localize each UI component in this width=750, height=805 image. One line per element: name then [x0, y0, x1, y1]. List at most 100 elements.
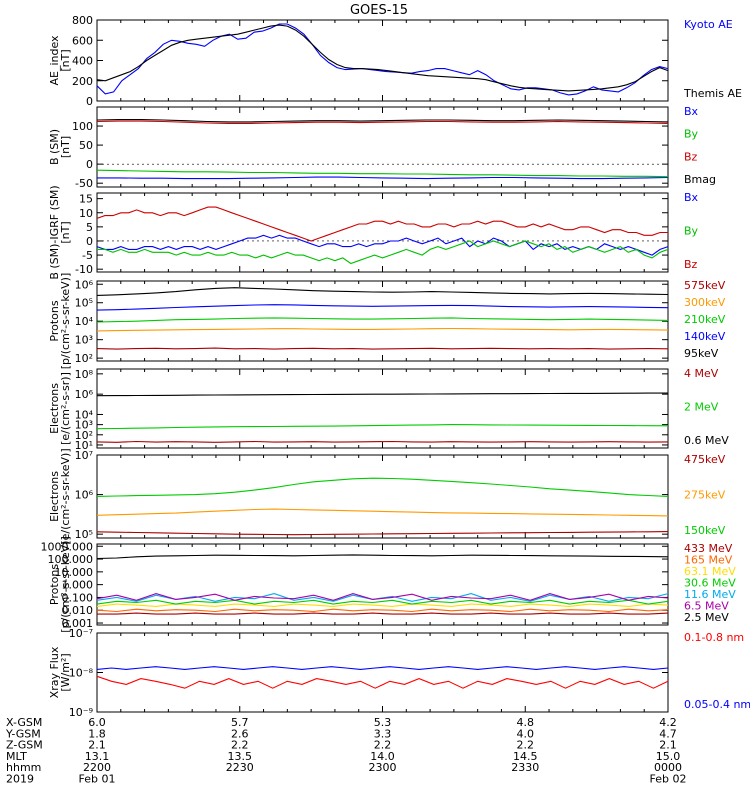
y-tick-label: 10⁻⁷ — [69, 627, 93, 640]
x-tick-label: 4.2 — [659, 716, 677, 729]
chart-title: GOES-15 — [350, 3, 408, 18]
series-line-95kev — [96, 287, 669, 296]
legend-item: 0.6 MeV — [684, 434, 729, 447]
y-axis-label-line: [nT] — [59, 49, 72, 71]
x-tick-label: 2.6 — [231, 727, 249, 740]
series-line-475kev — [96, 531, 669, 536]
series-line-0-6-mev — [96, 392, 668, 397]
panel-frame — [96, 632, 669, 713]
y-axis-label-line: Electrons — [48, 471, 61, 522]
y-tick-label: 400 — [72, 55, 93, 68]
legend-item: By — [684, 128, 699, 141]
x-tick-label: 6.0 — [88, 716, 106, 729]
x-tick-label: Feb 02 — [650, 773, 687, 786]
y-tick-label: 0.010 — [62, 604, 94, 617]
panel-7: 0.0010.0100.1001.00010.000100.0001000.00… — [41, 536, 737, 633]
series-line-6-5-mev — [96, 593, 669, 601]
x-tick-label: 4.8 — [517, 716, 535, 729]
series-line-2-mev — [96, 424, 669, 430]
legend-item: 2.5 MeV — [684, 611, 729, 624]
y-tick-label: 10⁵ — [75, 297, 93, 310]
series-line-4-mev — [96, 440, 669, 443]
y-tick-label: -5 — [82, 249, 93, 262]
x-tick-label: 2.2 — [374, 739, 392, 752]
x-tick-label: 1.8 — [88, 727, 106, 740]
legend-item: 6.5 MeV — [684, 600, 729, 613]
y-tick-label: 0.100 — [62, 591, 94, 604]
series-line-433-mev — [97, 612, 669, 615]
legend-item: 140keV — [684, 330, 726, 343]
x-tick-label: 2.2 — [517, 739, 535, 752]
x-axis-row-label: X-GSM — [6, 716, 42, 729]
y-axis-label-line: [nT] — [59, 221, 72, 243]
y-tick-label: 1.000 — [62, 579, 94, 592]
legend-item: 0.05-0.4 nm — [684, 698, 750, 711]
legend-item: Bx — [684, 191, 699, 204]
y-tick-label: 0.001 — [62, 617, 94, 630]
y-tick-label: 600 — [72, 34, 93, 47]
y-axis-label-line: [nT] — [59, 136, 72, 158]
x-tick-label: Feb 01 — [79, 773, 116, 786]
y-tick-label: 0 — [86, 95, 93, 108]
y-axis-label-line: Protons — [48, 300, 61, 341]
y-axis-label-line: [p/(cm²-s-sr-keV)] — [59, 536, 72, 633]
y-tick-label: 10⁶ — [75, 489, 94, 502]
y-tick-label: 1000.000 — [41, 540, 94, 553]
series-line-300kev — [96, 327, 669, 332]
legend-item: By — [684, 225, 699, 238]
series-line-bz — [96, 120, 669, 124]
y-axis-label-line: B (SM)-IGRF (SM) — [48, 185, 61, 279]
y-tick-label: 10.000 — [55, 566, 94, 579]
x-axis-row-label: hhmm — [6, 761, 41, 774]
series-line-by — [97, 240, 669, 265]
x-tick-label: 5.7 — [231, 716, 249, 729]
x-tick-label: 4.0 — [517, 727, 535, 740]
series-line-275kev — [96, 508, 669, 517]
y-tick-label: 10⁶ — [75, 388, 94, 401]
y-tick-label: 100.000 — [48, 553, 94, 566]
y-axis-label-line: Electrons — [48, 383, 61, 434]
x-tick-label: 13.5 — [228, 750, 253, 763]
series-line-210kev — [96, 317, 669, 323]
y-tick-label: 10⁻⁸ — [69, 667, 94, 680]
series-line-575kev — [96, 347, 669, 350]
legend-item: 275keV — [684, 489, 726, 502]
x-tick-label: 2330 — [511, 761, 539, 774]
y-axis-label-line: [p/(cm²-s-sr-keV)] — [59, 273, 72, 370]
panel-frame — [96, 454, 669, 539]
series-line-bx — [97, 176, 669, 180]
legend-item: 433 MeV — [684, 542, 733, 555]
y-tick-label: -50 — [75, 177, 93, 190]
x-tick-label: 13.1 — [85, 750, 110, 763]
series-line-kyoto-ae — [96, 23, 669, 96]
panel-5: 10¹10²10³10⁴10⁶10⁸Electrons[e/(cm²-s-sr)… — [48, 367, 729, 452]
legend-item: 30.6 MeV — [684, 577, 736, 590]
x-tick-label: 2.2 — [231, 739, 249, 752]
series-line-140kev — [96, 304, 669, 311]
y-tick-label: 200 — [72, 75, 93, 88]
x-tick-label: 0000 — [654, 761, 682, 774]
x-tick-label: 3.3 — [374, 727, 392, 740]
x-axis-row-label: Z-GSM — [6, 739, 43, 752]
y-tick-label: -10 — [75, 263, 93, 276]
y-axis-label: Electrons[e/(cm²-s-sr-keV)] — [48, 448, 72, 544]
y-tick-label: 800 — [72, 14, 93, 27]
legend-item: Bmag — [684, 173, 716, 186]
panel-8: 10⁻⁹ 10⁻⁸ 10⁻⁷ Xray Flux[W/m²] 0.1-0.8 nm 0.0… — [48, 627, 750, 719]
y-tick-label: 10² — [75, 429, 93, 442]
panel-frame — [96, 368, 669, 449]
y-axis-label: B (SM)[nT] — [48, 129, 72, 165]
x-axis-row-label: Y-GSM — [5, 727, 41, 740]
legend-item: 150keV — [684, 524, 726, 537]
y-tick-label: 10⁸ — [75, 368, 94, 381]
legend-item: 575keV — [684, 279, 726, 292]
legend-item: Kyoto AE — [684, 18, 733, 31]
legend-item: 210keV — [684, 313, 726, 326]
series-line-0-05-0-4-nm — [96, 666, 669, 670]
legend-item: 63.1 MeV — [684, 565, 736, 578]
y-tick-label: 10⁷ — [75, 449, 93, 462]
